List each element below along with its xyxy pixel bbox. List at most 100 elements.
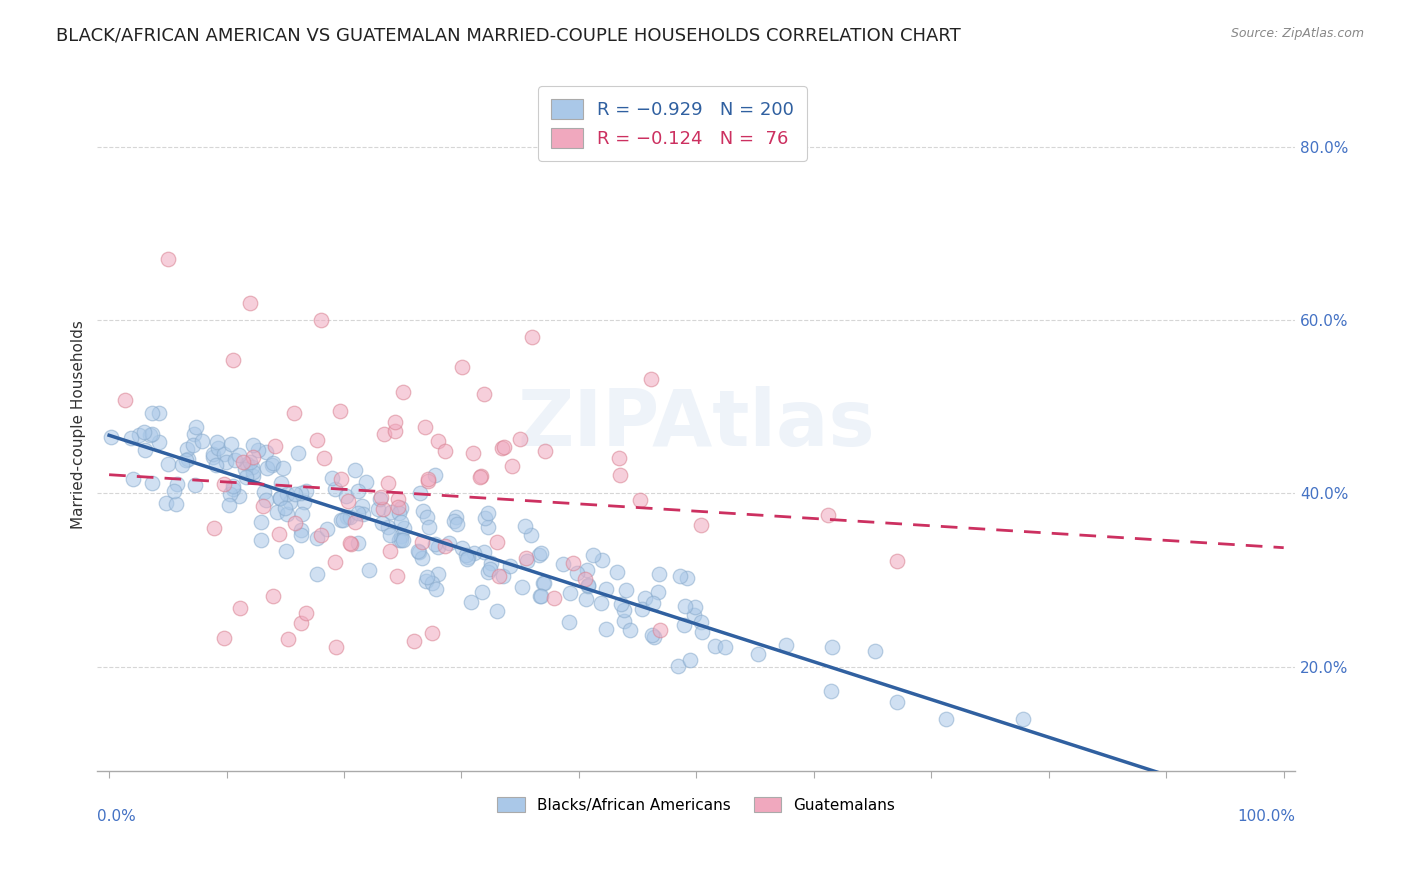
Point <box>207 441 229 455</box>
Point <box>479 562 502 576</box>
Point <box>253 484 276 499</box>
Point <box>640 372 662 386</box>
Point <box>205 434 228 449</box>
Point <box>384 424 406 438</box>
Point <box>305 531 328 545</box>
Point <box>391 515 413 529</box>
Point <box>166 476 188 491</box>
Point <box>120 432 142 446</box>
Point <box>647 566 669 581</box>
Point <box>387 500 409 514</box>
Text: 0.0%: 0.0% <box>97 809 136 824</box>
Point <box>820 683 842 698</box>
Point <box>714 640 737 654</box>
Point <box>418 474 440 488</box>
Point <box>335 489 357 503</box>
Point <box>323 555 346 569</box>
Point <box>389 533 412 548</box>
Point <box>295 483 318 498</box>
Point <box>534 443 557 458</box>
Point <box>218 498 240 512</box>
Point <box>444 509 467 524</box>
Point <box>165 497 187 511</box>
Point <box>221 352 243 367</box>
Point <box>242 468 264 483</box>
Point <box>242 465 264 479</box>
Point <box>412 504 434 518</box>
Point <box>224 453 246 467</box>
Point <box>560 586 582 600</box>
Point <box>647 584 669 599</box>
Point <box>163 484 186 499</box>
Point <box>367 502 389 516</box>
Point <box>527 548 550 562</box>
Point <box>354 475 377 490</box>
Point <box>411 551 433 566</box>
Point <box>520 528 543 542</box>
Text: BLACK/AFRICAN AMERICAN VS GUATEMALAN MARRIED-COUPLE HOUSEHOLDS CORRELATION CHART: BLACK/AFRICAN AMERICAN VS GUATEMALAN MAR… <box>56 27 960 45</box>
Point <box>606 565 628 579</box>
Point <box>488 569 510 583</box>
Point <box>202 521 225 535</box>
Point <box>619 623 641 637</box>
Point <box>155 496 177 510</box>
Point <box>443 514 465 528</box>
Point <box>184 420 207 434</box>
Point <box>565 566 588 581</box>
Point <box>388 533 411 548</box>
Point <box>252 499 274 513</box>
Point <box>290 616 312 631</box>
Point <box>291 507 314 521</box>
Point <box>433 443 456 458</box>
Point <box>377 520 399 534</box>
Point <box>181 438 204 452</box>
Point <box>628 492 651 507</box>
Point <box>239 455 262 469</box>
Point <box>485 535 508 549</box>
Point <box>368 491 391 506</box>
Point <box>373 426 395 441</box>
Point <box>250 515 273 529</box>
Point <box>141 406 163 420</box>
Point <box>613 614 636 628</box>
Point <box>389 501 412 516</box>
Point <box>520 330 543 344</box>
Point <box>689 615 711 629</box>
Point <box>533 575 555 590</box>
Point <box>384 415 406 429</box>
Point <box>271 461 294 475</box>
Point <box>576 563 599 577</box>
Point <box>202 447 225 461</box>
Legend: Blacks/African Americans, Guatemalans: Blacks/African Americans, Guatemalans <box>488 788 904 822</box>
Point <box>357 563 380 577</box>
Point <box>456 552 478 566</box>
Point <box>233 462 256 476</box>
Point <box>314 451 336 466</box>
Point <box>332 513 354 527</box>
Point <box>648 624 671 638</box>
Point <box>148 434 170 449</box>
Point <box>530 590 553 604</box>
Point <box>339 536 361 550</box>
Point <box>174 453 197 467</box>
Point <box>347 483 370 498</box>
Point <box>202 450 225 464</box>
Point <box>344 515 367 529</box>
Point <box>470 468 492 483</box>
Point <box>378 527 401 541</box>
Point <box>679 653 702 667</box>
Point <box>515 550 537 565</box>
Point <box>128 428 150 442</box>
Point <box>409 486 432 500</box>
Point <box>323 482 346 496</box>
Point <box>260 458 283 472</box>
Point <box>676 571 699 585</box>
Point <box>416 510 439 524</box>
Point <box>472 544 495 558</box>
Point <box>316 522 339 536</box>
Point <box>184 478 207 492</box>
Point <box>242 459 264 474</box>
Point <box>402 633 425 648</box>
Point <box>543 591 565 606</box>
Point <box>591 553 613 567</box>
